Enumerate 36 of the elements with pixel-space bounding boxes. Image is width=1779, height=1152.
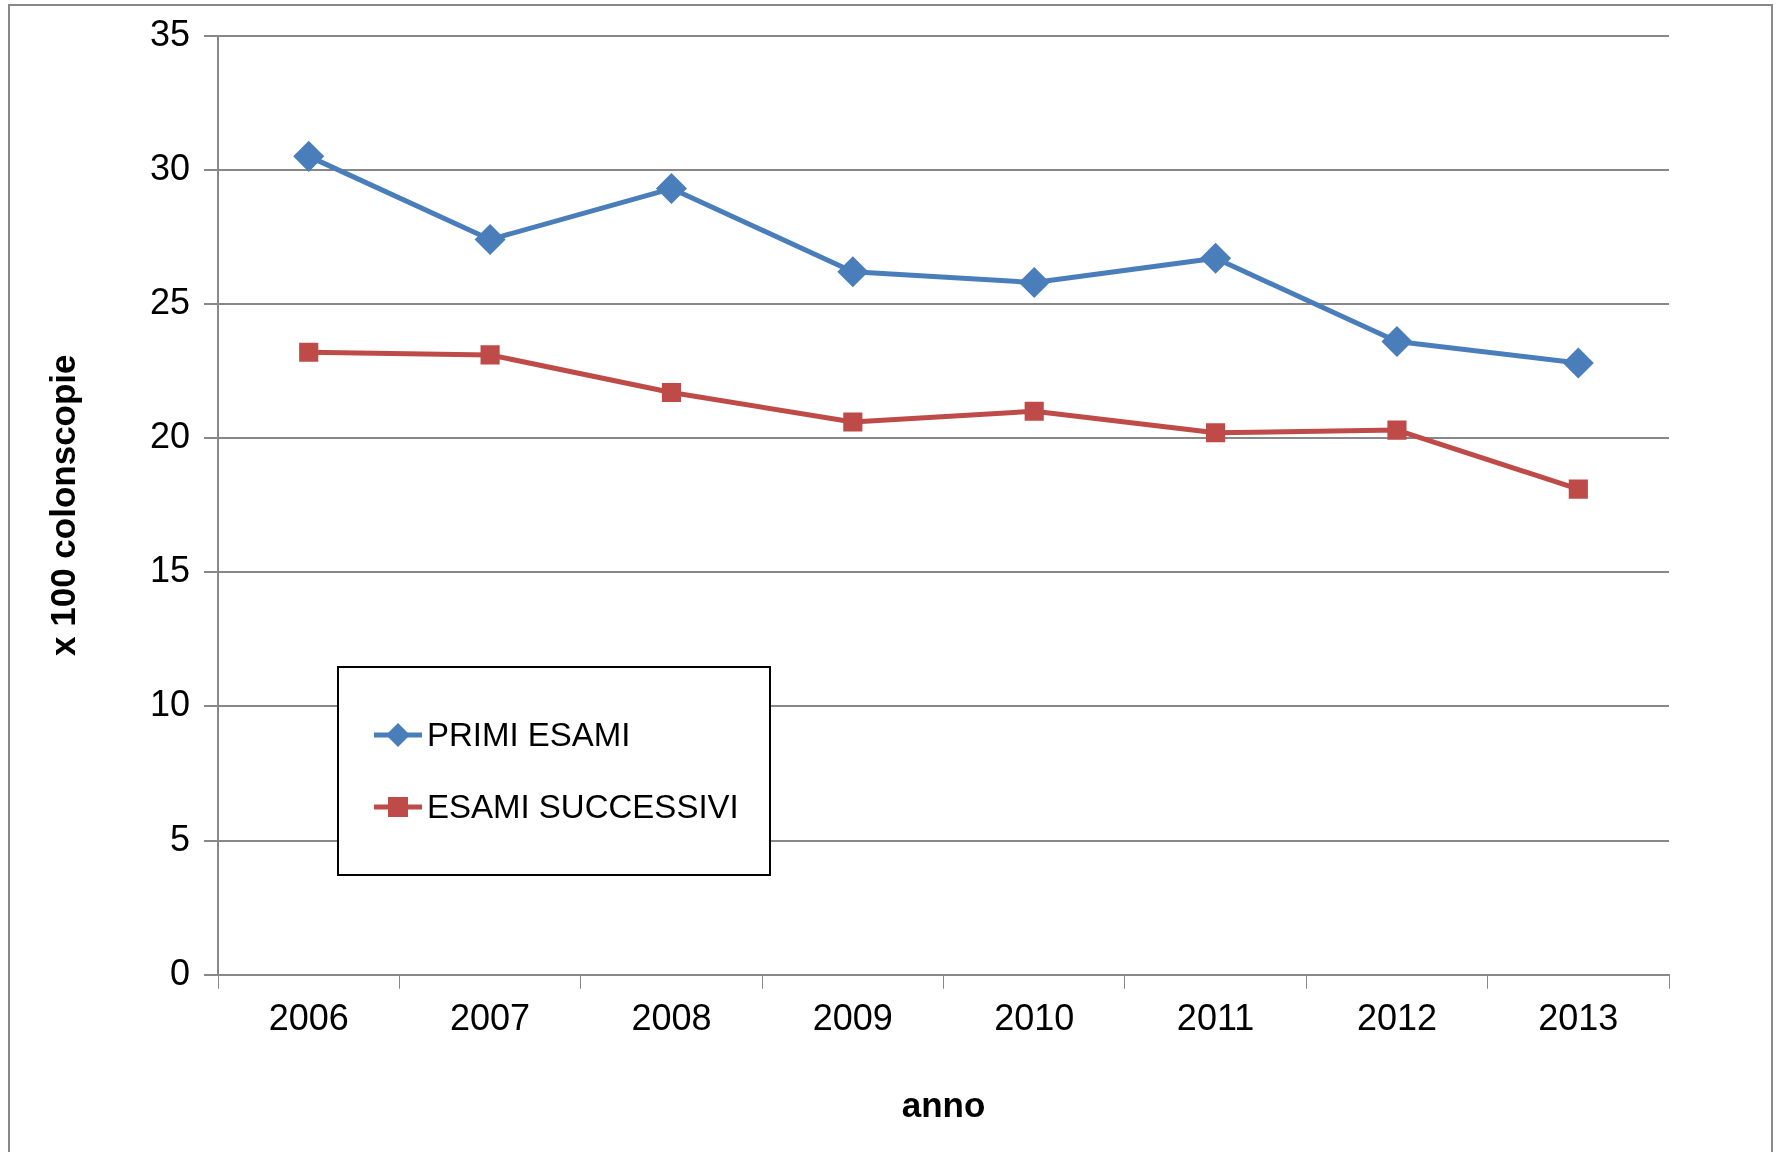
- x-tick-label: 2006: [268, 997, 349, 1039]
- point: [1563, 348, 1593, 378]
- x-tick-label: 2011: [1176, 997, 1255, 1039]
- point: [294, 141, 324, 171]
- legend-label: PRIMI ESAMI: [427, 716, 631, 754]
- point: [1024, 401, 1044, 421]
- x-axis-title: anno: [901, 1084, 986, 1124]
- point: [475, 225, 505, 255]
- y-tick-label: 0: [170, 951, 191, 993]
- point: [838, 257, 868, 287]
- x-tick-label: 2010: [994, 997, 1075, 1039]
- y-tick-label: 15: [150, 549, 191, 591]
- point: [661, 382, 682, 403]
- x-tick-label: 2012: [1356, 997, 1437, 1039]
- point: [1568, 479, 1588, 499]
- y-axis-title: x 100 colonscopie: [42, 354, 82, 656]
- y-tick-label: 35: [150, 12, 191, 54]
- legend-label: ESAMI SUCCESSIVI: [427, 788, 739, 826]
- point: [656, 174, 686, 204]
- point: [480, 345, 500, 365]
- y-tick-label: 5: [170, 817, 191, 859]
- point: [299, 342, 319, 362]
- point: [1206, 423, 1226, 443]
- point: [1387, 420, 1407, 440]
- x-tick-label: 2008: [631, 997, 712, 1039]
- y-tick-label: 10: [150, 683, 191, 725]
- y-tick-label: 20: [150, 415, 191, 457]
- point: [843, 412, 863, 432]
- x-tick-label: 2009: [812, 997, 893, 1039]
- x-tick-label: 2013: [1538, 997, 1619, 1039]
- point: [1019, 267, 1049, 297]
- y-tick-label: 25: [150, 280, 191, 322]
- point: [1201, 243, 1231, 273]
- y-tick-label: 30: [150, 146, 191, 188]
- x-tick-label: 2007: [450, 997, 531, 1039]
- point: [1382, 327, 1412, 357]
